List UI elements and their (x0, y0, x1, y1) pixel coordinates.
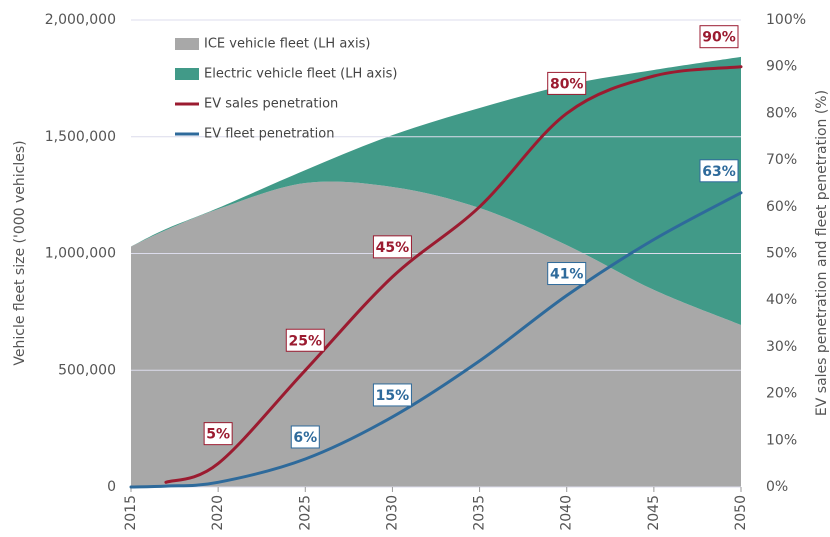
y2-tick-label: 30% (766, 339, 797, 355)
data-label-box (547, 71, 587, 95)
data-label-box (372, 235, 412, 259)
legend-swatch (175, 38, 199, 50)
y-tick-label: 1,000,000 (45, 246, 116, 262)
x-tick-label: 2025 (297, 495, 313, 531)
y2-tick-label: 90% (766, 59, 797, 75)
y-tick-label: 1,500,000 (45, 129, 116, 145)
data-label-box (372, 383, 412, 407)
y2-tick-label: 0% (766, 479, 788, 495)
data-label-box (285, 328, 325, 352)
y-tick-label: 2,000,000 (45, 12, 116, 28)
data-label: 80% (550, 76, 584, 92)
data-label-box (699, 25, 739, 49)
areas (131, 56, 741, 487)
area (131, 181, 741, 487)
legend-label: Electric vehicle fleet (LH axis) (204, 67, 398, 82)
line (164, 65, 743, 484)
data-label-box (699, 159, 739, 183)
legend-label: ICE vehicle fleet (LH axis) (204, 37, 370, 52)
data-label: 90% (702, 30, 736, 46)
y2-tick-label: 100% (766, 12, 806, 28)
line (129, 191, 743, 489)
data-label: 63% (702, 164, 736, 180)
area (131, 56, 741, 326)
y2-tick-label: 70% (766, 152, 797, 168)
y2-tick-label: 20% (766, 386, 797, 402)
data-label: 6% (293, 430, 317, 446)
x-tick-label: 2040 (559, 495, 575, 531)
data-label-box (547, 262, 587, 286)
y2-tick-label: 80% (766, 105, 797, 121)
legend-label: EV fleet penetration (204, 127, 334, 142)
y2-axis-title: EV sales penetration and fleet penetrati… (814, 90, 830, 416)
x-tick-label: 2030 (384, 495, 400, 531)
data-label: 41% (550, 267, 584, 283)
y2-tick-label: 60% (766, 199, 797, 215)
y2-tick-label: 50% (766, 246, 797, 262)
x-tick-label: 2045 (646, 495, 662, 531)
data-label: 45% (376, 240, 410, 256)
y2-tick-label: 40% (766, 292, 797, 308)
legend-swatch (175, 68, 199, 80)
data-label-box (290, 425, 320, 449)
y-tick-label: 500,000 (58, 362, 116, 378)
y2-tick-label: 10% (766, 432, 797, 448)
data-label: 15% (376, 388, 410, 404)
data-label-box (203, 422, 233, 446)
data-label: 5% (206, 427, 230, 443)
x-tick-label: 2020 (210, 495, 226, 531)
legend-label: EV sales penetration (204, 97, 338, 112)
y-axis-title: Vehicle fleet size ('000 vehicles) (12, 140, 28, 365)
x-tick-label: 2035 (472, 495, 488, 531)
x-tick-label: 2015 (123, 495, 139, 531)
y-tick-label: 0 (107, 479, 116, 495)
x-tick-label: 2050 (733, 495, 749, 531)
data-label: 25% (289, 333, 323, 349)
grid (131, 19, 741, 488)
